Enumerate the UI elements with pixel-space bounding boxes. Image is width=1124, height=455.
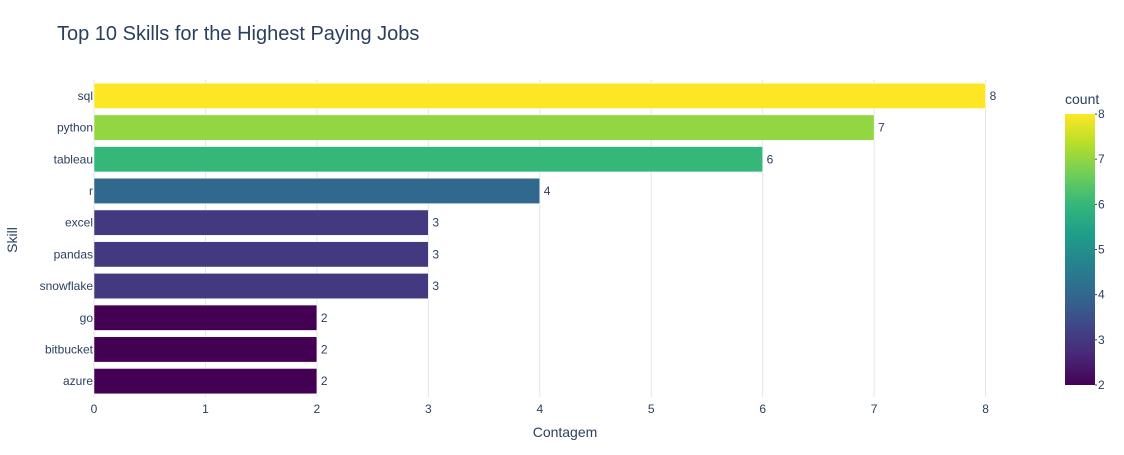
bar-python: [93, 114, 875, 141]
data-labels: 8 7 6 4 3 3 3 2 2 2: [321, 89, 997, 388]
colorbar-gradient: [1065, 114, 1095, 385]
data-label: 6: [767, 152, 774, 166]
bar-pandas: [93, 241, 429, 268]
bars: [93, 82, 986, 395]
colorbar-ticks: 2 3 4 5 6 7 8: [1095, 107, 1105, 392]
data-label: 8: [990, 89, 997, 103]
chart-title: Top 10 Skills for the Highest Paying Job…: [57, 23, 419, 45]
y-axis-title: Skill: [4, 227, 20, 253]
colorbar-tick-label: 8: [1098, 107, 1105, 121]
bar-azure: [93, 368, 318, 395]
colorbar-tick-label: 3: [1098, 333, 1105, 347]
data-label: 2: [321, 374, 328, 388]
bar-go: [93, 304, 318, 331]
data-label: 3: [432, 247, 439, 261]
x-tick-label: 0: [91, 402, 98, 416]
x-axis-title: Contagem: [533, 424, 598, 440]
x-tick-label: 5: [648, 402, 655, 416]
y-tick-label: bitbucket: [45, 342, 94, 356]
x-tick-label: 7: [871, 402, 878, 416]
colorbar-tick-label: 2: [1098, 378, 1105, 392]
x-tick-label: 8: [982, 402, 989, 416]
colorbar-tick-label: 4: [1098, 288, 1105, 302]
data-label: 2: [321, 342, 328, 356]
y-tick-label: snowflake: [40, 279, 94, 293]
y-tick-label: sql: [78, 89, 93, 103]
bar-tableau: [93, 146, 763, 173]
y-axis-ticks: sql python tableau r excel pandas snowflake go b…: [40, 89, 94, 388]
colorbar: count 2 3 4 5 6 7 8: [1065, 91, 1105, 392]
bar-r: [93, 178, 541, 204]
y-tick-label: excel: [65, 216, 93, 230]
bar-excel: [93, 209, 429, 236]
data-label: 3: [432, 216, 439, 230]
colorbar-tick-label: 6: [1098, 197, 1105, 211]
bar-sql: [93, 82, 986, 109]
x-axis-ticks: 0 1 2 3 4 5 6 7 8: [91, 402, 990, 416]
bar-bitbucket: [93, 336, 318, 363]
y-tick-label: go: [80, 311, 94, 325]
data-label: 7: [878, 121, 885, 135]
data-label: 3: [432, 279, 439, 293]
y-tick-label: tableau: [54, 152, 93, 166]
x-tick-label: 4: [536, 402, 543, 416]
x-tick-label: 6: [759, 402, 766, 416]
y-tick-label: python: [57, 121, 93, 135]
x-tick-label: 2: [314, 402, 321, 416]
y-tick-label: azure: [63, 374, 93, 388]
data-label: 2: [321, 311, 328, 325]
x-tick-label: 1: [202, 402, 209, 416]
bar-snowflake: [93, 273, 429, 299]
colorbar-tick-label: 5: [1098, 243, 1105, 257]
x-tick-label: 3: [425, 402, 432, 416]
colorbar-tick-label: 7: [1098, 152, 1105, 166]
data-label: 4: [544, 184, 551, 198]
colorbar-title: count: [1065, 91, 1099, 107]
y-tick-label: pandas: [54, 247, 93, 261]
y-tick-label: r: [89, 184, 93, 198]
